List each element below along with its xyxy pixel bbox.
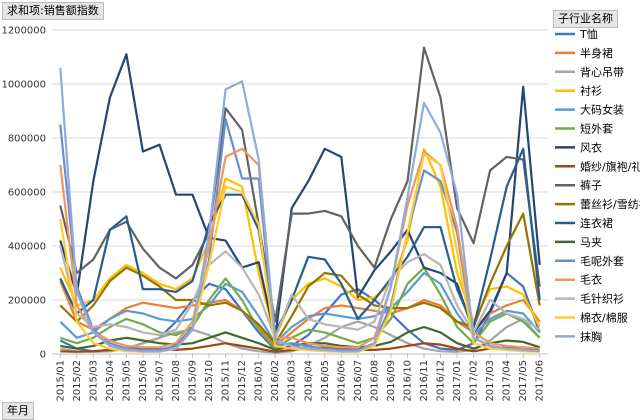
- x-tick-label: 2016/12: [436, 360, 447, 402]
- x-tick-label: 2017/04: [502, 360, 513, 402]
- x-tick-label: 2015/12: [237, 360, 248, 402]
- x-tick-label: 2016/04: [303, 360, 314, 402]
- series-line[interactable]: [59, 67, 540, 353]
- x-tick-label: 2015/05: [121, 360, 132, 402]
- series-line[interactable]: [59, 245, 541, 339]
- x-tick-label: 2016/01: [254, 360, 265, 402]
- legend-entry[interactable]: 棉衣/棉服: [580, 311, 628, 325]
- x-tick-label: 2016/02: [270, 360, 281, 402]
- line-chart: 020000040000060000080000010000001200000 …: [1, 26, 640, 402]
- x-tick-label: 2015/03: [88, 360, 99, 402]
- x-tick-label: 2017/02: [469, 360, 480, 402]
- y-tick-label: 200000: [8, 296, 46, 307]
- y-tick-label: 800000: [8, 134, 46, 145]
- x-tick-label: 2017/05: [518, 360, 529, 402]
- legend-entry[interactable]: 毛针织衫: [580, 292, 624, 306]
- legend-entry[interactable]: 背心吊带: [580, 65, 624, 79]
- y-tick-label: 1200000: [1, 26, 46, 37]
- x-tick-label: 2015/01: [55, 360, 66, 402]
- x-tick-label: 2015/09: [188, 360, 199, 402]
- legend-entry[interactable]: 裤子: [580, 178, 602, 192]
- legend-entry[interactable]: 短外套: [580, 122, 613, 136]
- value-field-button[interactable]: 求和项:销售额指数: [2, 2, 104, 20]
- x-tick-label: 2015/10: [204, 360, 215, 402]
- x-tick-label: 2017/01: [452, 360, 463, 402]
- legend-entry[interactable]: 马夹: [580, 236, 602, 249]
- x-tick-label: 2016/08: [369, 360, 380, 402]
- x-tick-label: 2016/06: [336, 360, 347, 402]
- legend-entry[interactable]: 蕾丝衫/雪纺衫: [580, 197, 640, 211]
- x-tick-label: 2015/06: [138, 360, 149, 402]
- x-tick-label: 2016/09: [386, 360, 397, 402]
- x-tick-label: 2016/10: [402, 360, 413, 402]
- legend-entry[interactable]: 毛衣: [580, 273, 602, 287]
- x-tick-label: 2015/07: [154, 360, 165, 402]
- y-tick-label: 1000000: [1, 80, 46, 91]
- series-line[interactable]: [59, 271, 541, 345]
- y-tick-label: 400000: [8, 242, 46, 253]
- series-line[interactable]: [59, 53, 541, 339]
- x-tick-label: 2015/02: [72, 360, 83, 402]
- series-line[interactable]: [59, 147, 541, 334]
- x-axis-ticks: 2015/01 2015/02 2015/03 2015/04 2015/05 2015/…: [55, 354, 546, 402]
- legend[interactable]: T恤半身裙背心吊带衬衫大码女装短外套风衣婚纱/旗袍/礼服裤子蕾丝衫/雪纺衫连衣裙…: [555, 28, 640, 343]
- series-line[interactable]: [59, 266, 541, 350]
- legend-entry[interactable]: 抹胸: [580, 329, 602, 343]
- x-tick-label: 2015/04: [105, 360, 116, 402]
- x-tick-label: 2015/08: [171, 360, 182, 402]
- x-tick-label: 2015/11: [221, 360, 232, 402]
- legend-field-button[interactable]: 子行业名称: [553, 10, 618, 28]
- x-tick-label: 2017/03: [485, 360, 496, 402]
- legend-entry[interactable]: 毛呢外套: [580, 255, 624, 268]
- legend-entry[interactable]: 大码女装: [580, 103, 624, 117]
- x-tick-label: 2017/06: [535, 360, 546, 402]
- x-tick-label: 2016/11: [419, 360, 430, 402]
- series-line[interactable]: [59, 147, 541, 339]
- x-tick-label: 2016/03: [287, 360, 298, 402]
- x-tick-label: 2016/05: [320, 360, 331, 402]
- series-lines: [59, 46, 541, 354]
- y-tick-label: 600000: [8, 188, 46, 199]
- series-line[interactable]: [59, 147, 540, 350]
- y-tick-label: 0: [40, 350, 46, 361]
- legend-entry[interactable]: 衬衫: [580, 85, 602, 98]
- legend-entry[interactable]: 连衣裙: [580, 216, 613, 230]
- legend-entry[interactable]: 婚纱/旗袍/礼服: [580, 159, 640, 173]
- legend-entry[interactable]: T恤: [579, 28, 598, 41]
- y-axis-ticks: 0 200000 400000 600000 800000 1000000 1200000: [1, 26, 46, 361]
- x-tick-label: 2016/07: [353, 360, 364, 402]
- legend-entry[interactable]: 风衣: [580, 140, 602, 154]
- legend-entry[interactable]: 半身裙: [580, 46, 613, 60]
